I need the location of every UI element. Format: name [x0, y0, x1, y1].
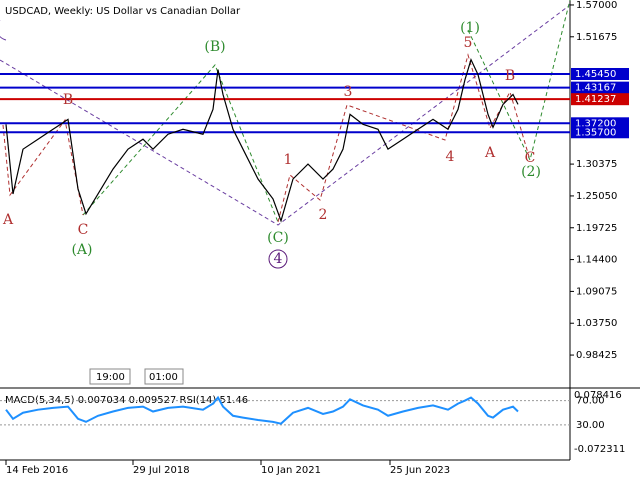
time-label: 01:00: [149, 372, 178, 383]
wave-label: 1: [284, 152, 293, 168]
wave-label: (2): [521, 164, 541, 180]
level-label: 1.45450: [575, 69, 616, 80]
x-tick-label: 29 Jul 2018: [133, 465, 190, 476]
y-tick-label: 1.57000: [576, 0, 617, 11]
level-box: [571, 81, 629, 94]
wave-label: (1): [460, 20, 480, 36]
rsi-tick-label: 30.00: [576, 420, 605, 431]
wave-line: [2, 118, 84, 216]
wave-label: (B): [204, 39, 225, 55]
macd-label: 0.078416: [574, 390, 622, 401]
wave-label: B: [505, 68, 515, 84]
wave-label: B: [63, 92, 73, 108]
wave-label: 4: [274, 251, 283, 267]
indicator-label: MACD(5,34,5) 0.007034 0.009527 RSI(14) 5…: [5, 395, 248, 406]
y-tick-label: 1.19725: [576, 223, 617, 234]
wave-label: C: [525, 150, 536, 166]
y-tick-label: 1.14400: [576, 255, 617, 266]
rsi-tick-label: 70.00: [576, 396, 605, 407]
macd-label: -0.072311: [574, 444, 625, 455]
wave-circle: [268, 249, 288, 269]
wave-label: A: [2, 212, 14, 228]
wave-line: [0, 4, 571, 226]
level-box: [571, 117, 629, 130]
x-tick-label: 25 Jun 2023: [390, 465, 450, 476]
chart-title: USDCAD, Weekly: US Dollar vs Canadian Do…: [5, 6, 241, 17]
level-box: [571, 67, 629, 80]
y-tick-label: 1.25050: [576, 191, 617, 202]
wave-label: (C): [267, 230, 289, 246]
y-tick-label: 1.03750: [576, 318, 617, 329]
y-tick-label: 1.09075: [576, 286, 617, 297]
time-box: [144, 368, 184, 385]
y-tick-label: 1.51675: [576, 32, 617, 43]
wave-label: 5: [464, 35, 473, 51]
level-box: [571, 93, 629, 106]
y-tick-label: 1.30375: [576, 159, 617, 170]
wave-label: C: [78, 222, 89, 238]
level-label: 1.43167: [575, 83, 616, 94]
wave-label: (A): [71, 242, 92, 258]
x-tick-label: 10 Jan 2021: [261, 465, 321, 476]
wave-lines: [0, 0, 571, 226]
level-box: [571, 126, 629, 139]
wave-line: [277, 53, 531, 223]
rsi-line: [5, 395, 519, 425]
x-tick-label: 14 Feb 2016: [6, 465, 68, 476]
wave-label: A: [484, 145, 496, 161]
time-label: 19:00: [96, 372, 125, 383]
wave-label: 4: [446, 149, 455, 165]
time-box: [89, 368, 131, 385]
level-label: 1.37200: [575, 118, 616, 129]
wave-circle: [0, 20, 7, 41]
wave-line: [82, 64, 279, 223]
wave-label: 3: [344, 84, 353, 100]
level-label: 1.35700: [575, 127, 616, 138]
wave-line: [467, 0, 571, 162]
level-label: 1.41237: [575, 94, 616, 105]
wave-label: 2: [319, 207, 328, 223]
y-tick-label: 0.98425: [576, 350, 617, 361]
price-line: [5, 57, 519, 223]
